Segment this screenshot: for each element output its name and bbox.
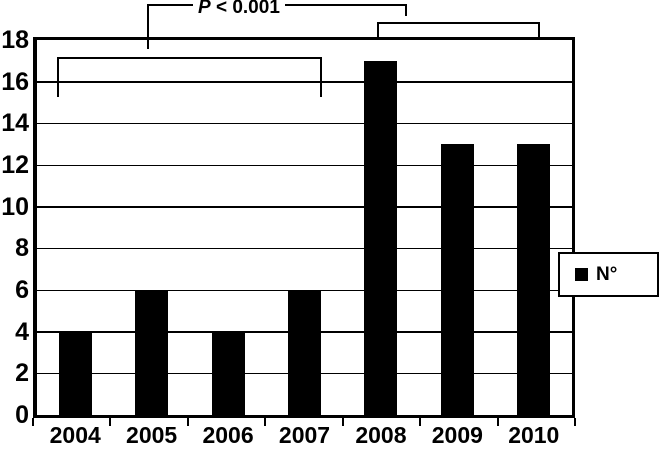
y-tick-label-18: 18: [1, 26, 29, 54]
x-tick-mark: [419, 418, 422, 426]
significance-bracket-2004-2007-left-tick: [57, 57, 59, 97]
bar-2007: [288, 290, 321, 415]
bar-2010: [517, 144, 551, 415]
gridline-y-16: [37, 81, 572, 83]
x-tick-label-2006: 2006: [202, 422, 254, 448]
y-tick-label-10: 10: [1, 192, 29, 221]
x-tick-mark: [574, 418, 576, 426]
x-tick-mark: [32, 418, 34, 426]
gridline-y-14: [37, 122, 572, 125]
bar-2006: [211, 331, 245, 415]
x-tick-label-2005: 2005: [126, 422, 178, 448]
x-tick-label-2004: 2004: [49, 422, 101, 448]
legend-marker-swatch-icon: [575, 268, 588, 281]
significance-bracket-2008-2010-right-tick: [538, 22, 540, 40]
y-tick-label-2: 2: [15, 359, 29, 388]
y-tick-label-6: 6: [15, 276, 29, 304]
y-tick-label-0: 0: [15, 401, 29, 429]
y-tick-label-4: 4: [15, 317, 29, 346]
significance-bracket-2005-2008-left-tick: [147, 4, 149, 49]
significance-label-italic: P: [198, 0, 211, 18]
x-tick-label-2009: 2009: [431, 422, 483, 448]
x-tick-mark: [186, 418, 189, 426]
y-tick-label-12: 12: [1, 151, 29, 179]
gridline-y-8: [37, 247, 572, 250]
y-tick-label-8: 8: [15, 234, 29, 263]
y-tick-label-14: 14: [1, 109, 29, 138]
significance-bracket-2005-2008-right-tick: [405, 4, 407, 16]
x-tick-label-2008: 2008: [355, 422, 407, 448]
significance-bracket-2004-2007-right-tick: [320, 57, 322, 97]
significance-label: P < 0.001: [193, 0, 285, 18]
x-tick-label-2007: 2007: [278, 422, 331, 448]
plot-area: [33, 37, 575, 418]
significance-label-text: < 0.001: [210, 0, 280, 18]
x-tick-mark: [341, 418, 344, 426]
bar-2004: [58, 331, 92, 415]
y-tick-label-16: 16: [1, 67, 29, 96]
bar-2008: [364, 60, 398, 415]
gridline-y-12: [37, 164, 572, 166]
significance-bracket-2004-2007: [57, 57, 322, 59]
x-tick-mark: [496, 418, 499, 426]
significance-bracket-2008-2010-left-tick: [377, 22, 379, 40]
x-tick-mark: [264, 418, 267, 426]
bar-2009: [440, 144, 474, 415]
bar-2005: [135, 290, 169, 415]
legend-label: N°: [596, 263, 618, 285]
x-tick-label-2010: 2010: [508, 422, 560, 448]
significance-bracket-2008-2010: [377, 22, 540, 24]
x-tick-mark: [109, 418, 112, 426]
legend: N°: [558, 252, 659, 297]
gridline-y-10: [37, 206, 572, 208]
